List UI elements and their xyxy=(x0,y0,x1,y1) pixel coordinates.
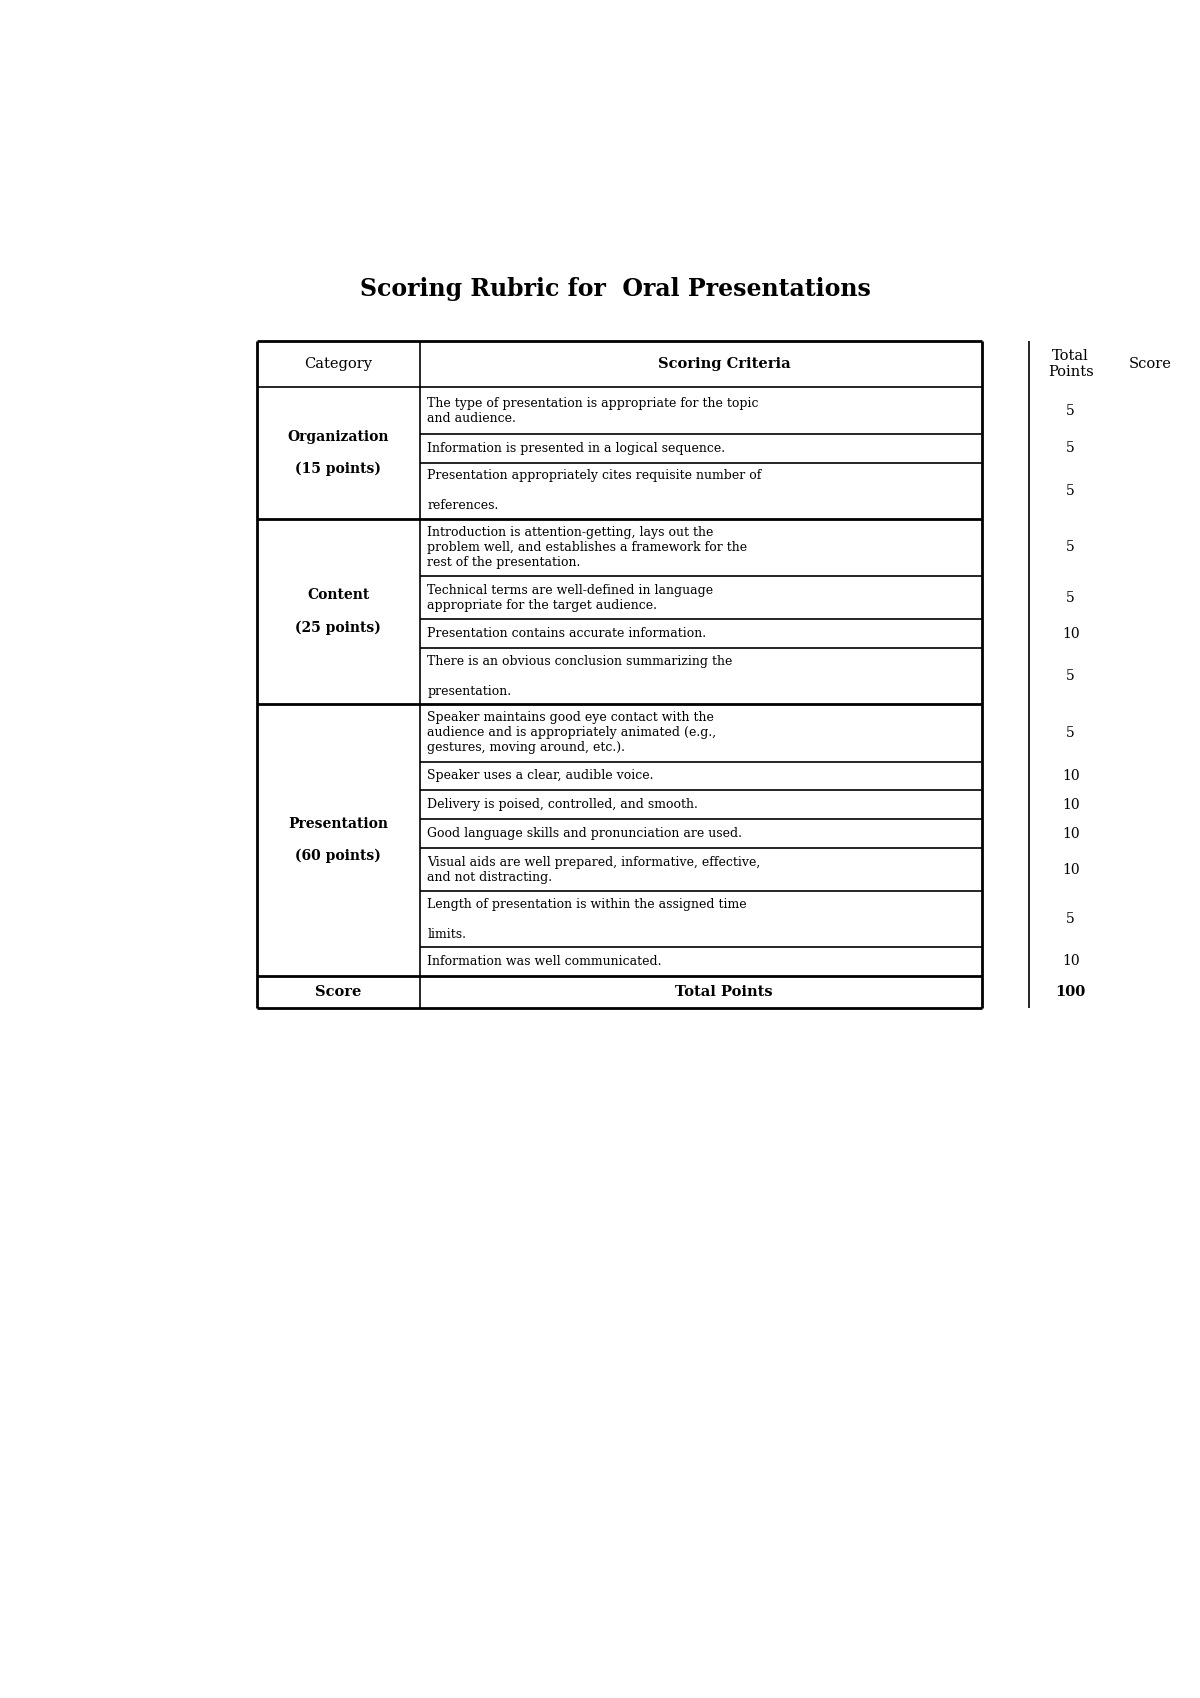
Text: The type of presentation is appropriate for the topic
and audience.: The type of presentation is appropriate … xyxy=(427,397,758,424)
Text: Information is presented in a logical sequence.: Information is presented in a logical se… xyxy=(427,441,725,455)
Text: Length of presentation is within the assigned time

limits.: Length of presentation is within the ass… xyxy=(427,898,746,941)
Text: 10: 10 xyxy=(1062,827,1080,841)
Text: Visual aids are well prepared, informative, effective,
and not distracting.: Visual aids are well prepared, informati… xyxy=(427,856,761,883)
Text: Presentation appropriately cites requisite number of

references.: Presentation appropriately cites requisi… xyxy=(427,469,762,513)
Text: 5: 5 xyxy=(1067,591,1075,604)
Text: There is an obvious conclusion summarizing the

presentation.: There is an obvious conclusion summarizi… xyxy=(427,654,732,698)
Text: 5: 5 xyxy=(1067,912,1075,925)
Text: Technical terms are well-defined in language
appropriate for the target audience: Technical terms are well-defined in lang… xyxy=(427,584,713,611)
Text: 5: 5 xyxy=(1067,725,1075,740)
Text: 10: 10 xyxy=(1062,769,1080,783)
Text: Presentation contains accurate information.: Presentation contains accurate informati… xyxy=(427,627,707,640)
Text: 5: 5 xyxy=(1067,404,1075,418)
Text: Total
Points: Total Points xyxy=(1048,350,1093,379)
Text: 10: 10 xyxy=(1062,954,1080,968)
Text: Good language skills and pronunciation are used.: Good language skills and pronunciation a… xyxy=(427,827,742,841)
Text: Scoring Rubric for  Oral Presentations: Scoring Rubric for Oral Presentations xyxy=(360,277,870,301)
Text: Presentation

(60 points): Presentation (60 points) xyxy=(288,817,389,863)
Text: Content

(25 points): Content (25 points) xyxy=(295,588,382,635)
Text: 10: 10 xyxy=(1062,798,1080,812)
Text: Organization

(15 points): Organization (15 points) xyxy=(288,430,389,477)
Text: Speaker uses a clear, audible voice.: Speaker uses a clear, audible voice. xyxy=(427,769,654,783)
Text: 5: 5 xyxy=(1067,669,1075,683)
Text: Score: Score xyxy=(1128,357,1171,372)
Text: Total Points: Total Points xyxy=(676,985,773,998)
Text: Introduction is attention-getting, lays out the
problem well, and establishes a : Introduction is attention-getting, lays … xyxy=(427,526,748,569)
Text: 5: 5 xyxy=(1067,540,1075,554)
Text: 5: 5 xyxy=(1067,484,1075,498)
Text: Speaker maintains good eye contact with the
audience and is appropriately animat: Speaker maintains good eye contact with … xyxy=(427,711,716,754)
Text: Delivery is poised, controlled, and smooth.: Delivery is poised, controlled, and smoo… xyxy=(427,798,698,812)
Text: 10: 10 xyxy=(1062,627,1080,640)
Text: Score: Score xyxy=(316,985,361,998)
Text: 100: 100 xyxy=(1056,985,1086,998)
Text: 5: 5 xyxy=(1067,441,1075,455)
Text: Category: Category xyxy=(305,357,372,372)
Text: Scoring Criteria: Scoring Criteria xyxy=(658,357,791,372)
Text: 10: 10 xyxy=(1062,863,1080,876)
Text: Information was well communicated.: Information was well communicated. xyxy=(427,954,661,968)
